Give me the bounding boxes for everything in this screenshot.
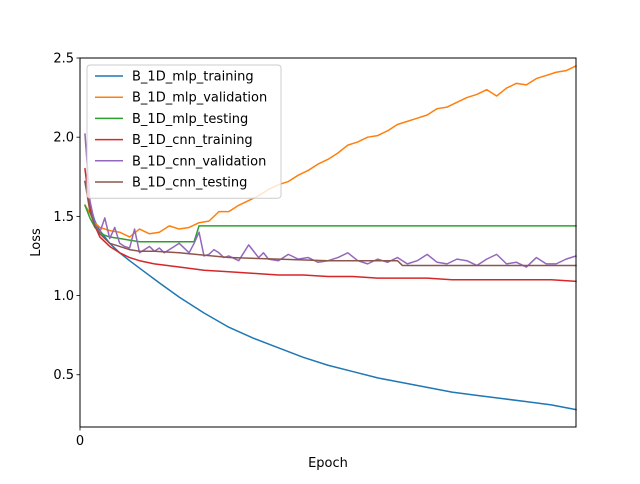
series-line-3	[84, 168, 577, 283]
y-tick-label: 1.0	[53, 289, 74, 304]
legend-label-1: B_1D_mlp_validation	[132, 91, 267, 106]
legend-label-0: B_1D_mlp_training	[132, 70, 254, 85]
y-tick-label: 2.0	[53, 131, 74, 146]
series-line-1	[83, 64, 578, 238]
legend-box	[86, 64, 282, 199]
series-line-5	[84, 180, 577, 267]
y-tick-label: 1.5	[53, 210, 74, 225]
series-line-4	[84, 133, 577, 268]
y-tick-label: 2.5	[53, 52, 74, 67]
series-line-2	[83, 204, 577, 243]
series-line-0	[84, 180, 577, 411]
y-axis-ticks: 0.5 1.0 1.5 2.0 2.5	[53, 52, 80, 383]
x-axis-label: Epoch	[308, 456, 348, 471]
y-axis-label: Loss	[29, 228, 44, 257]
series-layer	[83, 64, 578, 411]
legend-label-2: B_1D_mlp_testing	[132, 112, 248, 127]
legend-label-4: B_1D_cnn_validation	[132, 154, 266, 169]
legend-label-5: B_1D_cnn_testing	[132, 176, 247, 191]
legend-label-3: B_1D_cnn_training	[132, 133, 253, 148]
x-axis-ticks: 0	[76, 427, 84, 449]
x-tick-label: 0	[76, 434, 84, 449]
y-tick-label: 0.5	[53, 368, 74, 383]
axes-frame	[79, 57, 577, 428]
legend: B_1D_mlp_training B_1D_mlp_validation B_1D…	[86, 64, 282, 199]
